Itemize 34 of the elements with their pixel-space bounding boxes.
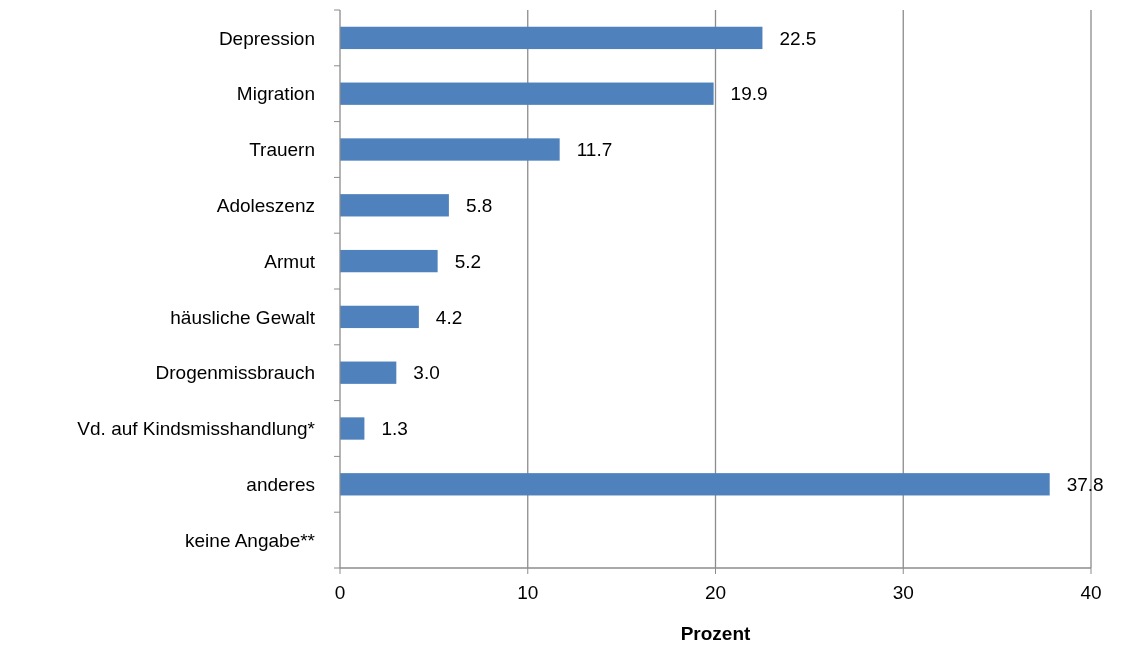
y-tick-label: Drogenmissbrauch: [155, 362, 315, 384]
bar: [340, 361, 397, 384]
data-label: 11.7: [576, 139, 613, 161]
y-tick-label: Adoleszenz: [216, 194, 315, 216]
y-tick-label: keine Angabe**: [185, 529, 316, 551]
y-tick-label: Migration: [236, 83, 315, 105]
y-tick-label: anderes: [246, 473, 315, 495]
data-label: 3.0: [413, 362, 440, 384]
y-tick-label: Trauern: [249, 139, 315, 161]
bar: [340, 249, 438, 273]
data-label: 1.3: [381, 418, 408, 440]
x-tick-label: 10: [517, 581, 539, 603]
bar: [340, 194, 449, 217]
x-tick-label: 0: [334, 581, 346, 603]
data-label: 19.9: [730, 83, 768, 105]
y-tick-label: Armut: [264, 250, 316, 272]
data-label: 5.2: [454, 250, 482, 272]
data-label: 5.8: [465, 194, 493, 216]
bar: [340, 26, 763, 50]
bar: [340, 82, 714, 105]
x-axis-title: Prozent: [680, 622, 751, 644]
data-label: 22.5: [779, 27, 817, 49]
bar: [340, 473, 1050, 496]
data-label: 37.8: [1066, 473, 1104, 495]
x-tick-label: 20: [704, 581, 727, 603]
y-tick-label: Depression: [218, 27, 315, 49]
bar: [340, 305, 419, 329]
bar: [340, 138, 560, 161]
x-tick-label: 40: [1080, 581, 1102, 603]
bar: [340, 417, 365, 440]
x-tick-label: 30: [892, 581, 914, 603]
data-label: 4.2: [435, 306, 463, 328]
y-tick-label: Vd. auf Kindsmisshandlung*: [77, 418, 316, 440]
y-tick-label: häusliche Gewalt: [170, 306, 316, 328]
